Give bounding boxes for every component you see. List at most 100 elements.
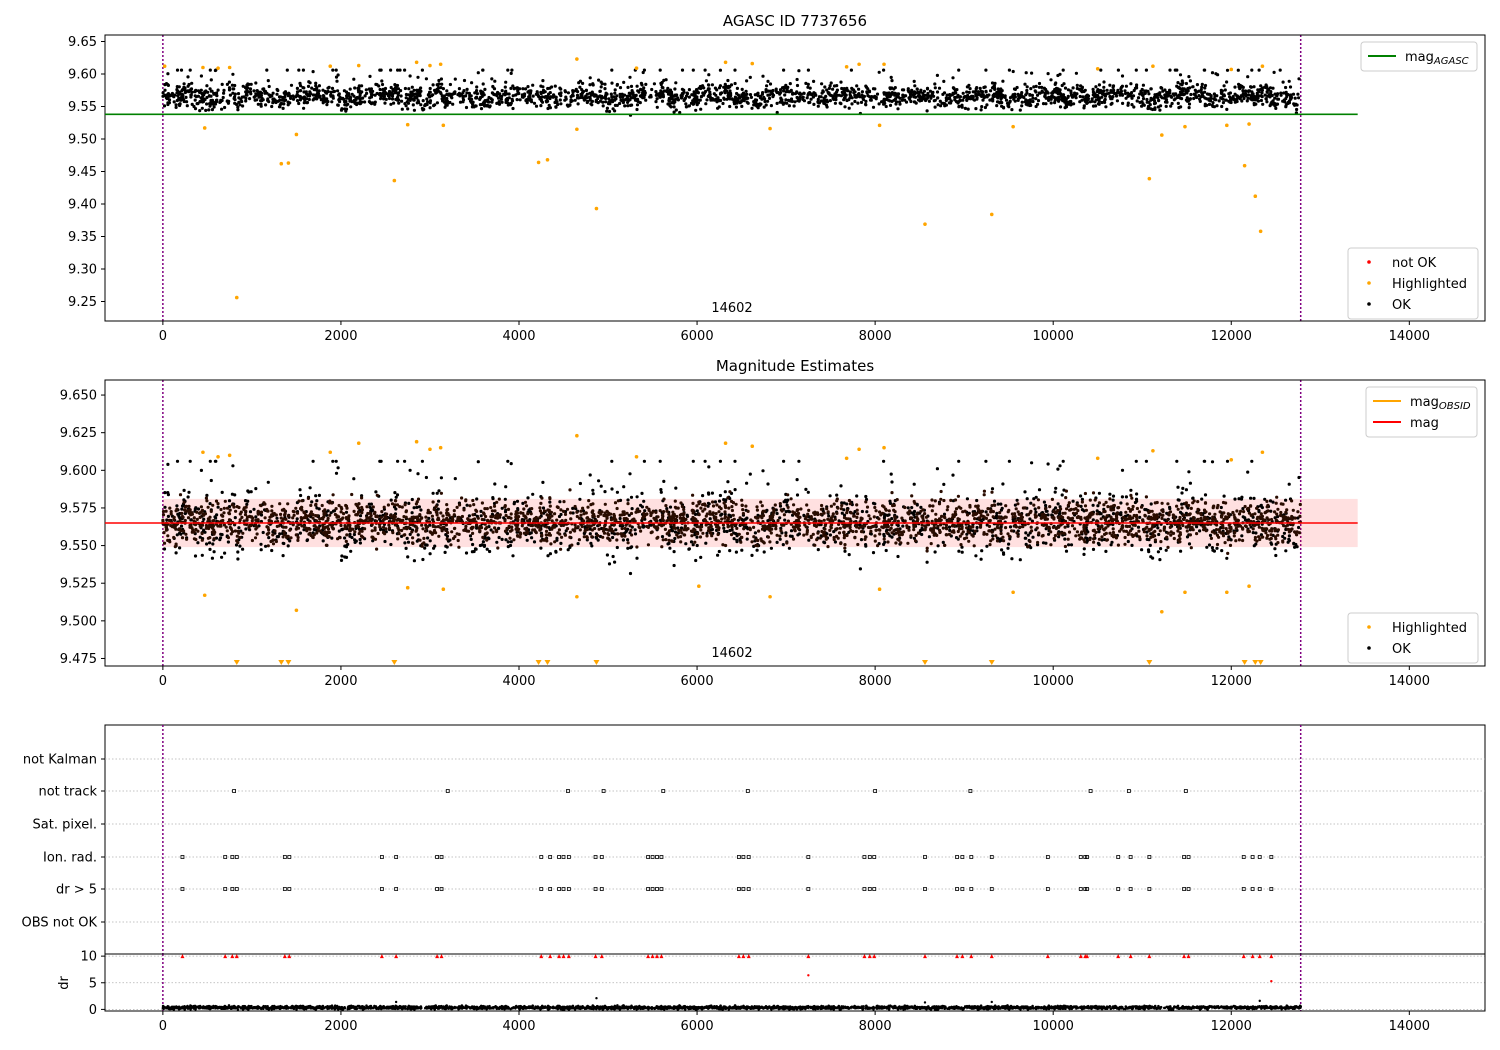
x-tick-label: 0 <box>159 1019 167 1034</box>
flag-marker <box>230 887 235 891</box>
highlighted-point <box>1229 457 1234 462</box>
dr-clipped-marker <box>1085 954 1090 959</box>
flag-marker <box>234 887 239 891</box>
dr-clipped-marker <box>379 954 384 959</box>
dr-plot-area: 0 2000 4000 6000 8000 10000 12000 14000 0 5 10 <box>80 950 1486 1034</box>
x-tick-label: 2000 <box>324 674 357 689</box>
flag-row-label: Ion. rad. <box>43 851 97 866</box>
flag-marker <box>867 855 872 859</box>
highlighted-point <box>202 593 207 598</box>
x-tick-label: 10000 <box>1033 1019 1074 1034</box>
flag-marker <box>599 887 604 891</box>
highlighted-point <box>844 65 849 69</box>
highlighted-point <box>279 161 284 166</box>
flag-marker <box>960 887 965 891</box>
clipped-point-marker <box>1146 660 1153 665</box>
clipped-point-marker <box>278 660 285 665</box>
highlighted-point <box>294 132 299 137</box>
flag-marker <box>806 887 811 891</box>
highlighted-point <box>216 454 220 459</box>
highlighted-point <box>438 62 443 67</box>
dr-clipped-marker <box>1128 954 1133 959</box>
dr-clipped-marker <box>234 954 239 959</box>
highlighted-point <box>536 160 541 165</box>
highlighted-point <box>1247 584 1251 589</box>
x-tick-label: 8000 <box>859 674 892 689</box>
highlighted-point <box>1011 590 1015 595</box>
flag-marker <box>646 855 650 859</box>
flag-marker <box>180 887 185 891</box>
dr-clipped-marker <box>223 954 228 959</box>
highlighted-point <box>441 123 446 128</box>
highlighted-point <box>1260 64 1265 68</box>
dr-clipped-marker <box>872 954 877 959</box>
x-tick-label: 8000 <box>859 329 892 344</box>
flag-marker <box>287 855 292 859</box>
highlighted-point <box>441 587 446 592</box>
highlighted-point <box>1183 590 1187 595</box>
flag-marker <box>737 887 741 891</box>
clipped-point-marker <box>593 660 600 665</box>
highlighted-point <box>356 63 361 68</box>
dr-clipped-marker <box>394 954 399 959</box>
highlighted-point <box>1183 124 1187 129</box>
flag-marker <box>989 887 994 891</box>
flag-marker <box>561 887 566 891</box>
flag-marker <box>1078 855 1083 859</box>
estimates-plot-area: 0 2000 4000 6000 8000 10000 12000 14000 9.475 9.5… <box>60 379 1486 689</box>
x-tick-label: 4000 <box>502 329 535 344</box>
highlighted-point <box>575 57 579 61</box>
clipped-point-marker <box>921 660 928 665</box>
highlighted-point <box>1225 590 1229 595</box>
highlighted-point <box>1160 610 1164 614</box>
flag-marker <box>969 855 974 859</box>
flag-marker <box>923 887 927 891</box>
flag-marker <box>741 855 746 859</box>
flag-marker <box>659 887 664 891</box>
flag-marker <box>548 855 553 859</box>
highlighted-point <box>882 445 886 450</box>
flag-marker <box>1128 887 1133 891</box>
highlighted-point <box>1160 133 1164 137</box>
flag-marker <box>1078 887 1083 891</box>
y-tick-label: 9.30 <box>68 263 97 278</box>
highlighted-point <box>428 447 432 452</box>
flag-marker <box>1045 887 1050 891</box>
legend-label: not OK <box>1392 256 1437 271</box>
flag-marker <box>873 789 878 793</box>
agasc-panel-title: AGASC ID 7737656 <box>723 12 867 30</box>
flag-marker <box>394 887 399 891</box>
flag-marker <box>566 887 571 891</box>
y-tick-label: 9.650 <box>60 389 97 404</box>
flag-marker <box>746 855 751 859</box>
highlighted-point <box>575 594 579 599</box>
highlighted-point <box>294 608 299 613</box>
axes-frame <box>104 34 1486 322</box>
flag-marker <box>548 887 553 891</box>
legend-dot-swatch <box>1367 625 1371 629</box>
flag-marker <box>282 887 287 891</box>
x-tick-label: 2000 <box>324 1019 357 1034</box>
flag-marker <box>862 887 867 891</box>
flag-marker <box>872 887 877 891</box>
agasc-plot-area: 0 2000 4000 6000 8000 10000 12000 14000 9.25 9.30… <box>68 34 1486 344</box>
flag-marker <box>223 887 228 891</box>
flag-marker <box>379 887 384 891</box>
magnitude-estimates-panel: Magnitude Estimates 0 2000 4000 6000 8000 100… <box>60 357 1486 689</box>
dr-clipped-marker <box>1078 954 1083 959</box>
flag-marker <box>867 887 872 891</box>
flag-marker <box>741 887 746 891</box>
highlighted-point <box>1151 448 1155 453</box>
highlighted-point <box>227 453 232 458</box>
flag-marker <box>955 855 959 859</box>
flag-marker <box>394 855 399 859</box>
flag-marker <box>1126 789 1131 793</box>
flag-marker <box>566 855 571 859</box>
flag-row-label: Sat. pixel. <box>33 818 97 833</box>
dr-clipped-marker <box>566 954 571 959</box>
flag-marker <box>969 887 974 891</box>
flag-marker <box>561 855 566 859</box>
x-tick-label: 8000 <box>859 1019 892 1034</box>
flag-marker <box>1250 887 1255 891</box>
